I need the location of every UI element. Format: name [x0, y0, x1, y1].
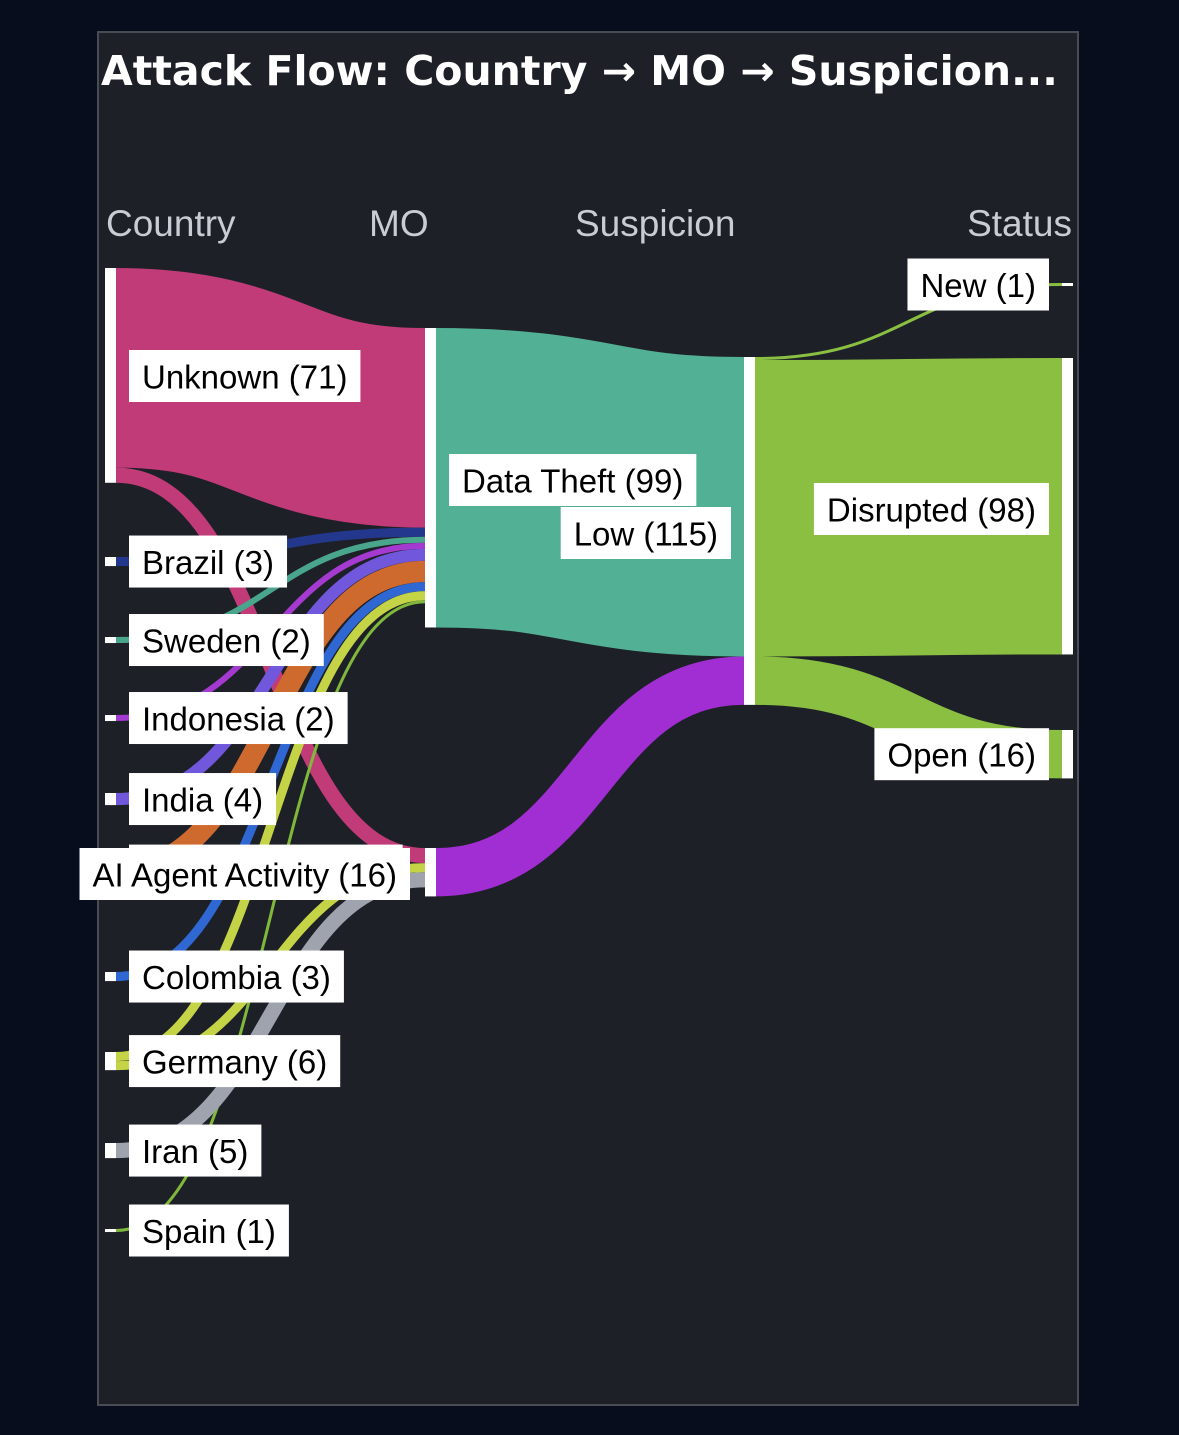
link-aiagent-low — [435, 656, 745, 897]
column-header-country: Country — [106, 203, 236, 244]
label-text: Disrupted (98) — [827, 492, 1036, 529]
node-label-unknown: Unknown (71) — [129, 350, 361, 402]
label-text: AI Agent Activity (16) — [93, 857, 397, 894]
column-headers: Country MO Suspicion Status — [106, 203, 1072, 244]
node-sweden — [105, 637, 116, 644]
node-label-open: Open (16) — [874, 728, 1049, 781]
node-label-germany: Germany (6) — [129, 1035, 341, 1088]
label-box — [129, 950, 344, 1003]
label-box — [129, 1124, 262, 1177]
node-label-spain: Spain (1) — [129, 1204, 289, 1257]
node-new — [1062, 283, 1073, 287]
node-label-new: New (1) — [907, 258, 1049, 311]
node-open — [1062, 730, 1073, 779]
node-iran — [105, 1143, 116, 1159]
node-germany — [105, 1052, 116, 1071]
label-box — [129, 535, 288, 588]
label-box — [129, 614, 324, 667]
label-text: Iran (5) — [142, 1133, 248, 1170]
node-indonesia — [105, 715, 116, 722]
label-text: New (1) — [920, 267, 1036, 304]
label-box — [79, 848, 410, 900]
node-india — [105, 793, 116, 806]
link-spain-datatheft — [115, 600, 426, 1233]
node-label-sweden: Sweden (2) — [129, 614, 324, 667]
label-text: Spain (1) — [142, 1213, 276, 1250]
label-box — [449, 454, 697, 506]
label-text: Germany (6) — [142, 1044, 327, 1081]
link-germany-datatheft — [115, 591, 426, 1062]
label-text: Data Theft (99) — [462, 463, 683, 500]
node-datatheft — [425, 328, 436, 628]
label-text: Indonesia (2) — [142, 701, 335, 738]
node-label-brazil: Brazil (3) — [129, 535, 288, 588]
node-colombia — [105, 972, 116, 982]
label-text: India (4) — [142, 782, 263, 819]
node-label-disrupted: Disrupted (98) — [813, 483, 1049, 535]
node-label-datatheft: Data Theft (99) — [449, 454, 697, 506]
node-low — [744, 357, 755, 705]
label-box — [129, 1204, 289, 1257]
label-box — [813, 483, 1049, 535]
chart-title: Attack Flow: Country → MO → Suspicion... — [101, 47, 1058, 95]
node-disrupted — [1062, 358, 1073, 655]
label-text: Colombia (3) — [142, 959, 331, 996]
node-spain — [105, 1229, 116, 1233]
label-box — [907, 258, 1049, 311]
column-header-status: Status — [967, 203, 1072, 244]
node-label-india: India (4) — [129, 773, 277, 826]
node-labels: Unknown (71) Data Theft (99) Brazil (3) Swe… — [79, 258, 1049, 1257]
node-label-aiagent: AI Agent Activity (16) — [79, 848, 410, 900]
label-text: Low (115) — [574, 516, 718, 553]
label-box — [560, 507, 731, 559]
node-label-low: Low (115) — [560, 507, 731, 559]
node-brazil — [105, 557, 116, 567]
label-text: Unknown (71) — [142, 359, 347, 396]
column-header-suspicion: Suspicion — [575, 203, 735, 244]
label-text: Brazil (3) — [142, 544, 274, 581]
label-text: Sweden (2) — [142, 623, 311, 660]
label-box — [129, 350, 361, 402]
label-box — [874, 728, 1049, 781]
label-box — [129, 1035, 341, 1088]
node-aiagent — [425, 848, 436, 897]
label-text: Open (16) — [887, 737, 1036, 774]
label-box — [129, 692, 348, 745]
node-label-iran: Iran (5) — [129, 1124, 262, 1177]
node-unknown — [105, 268, 116, 483]
node-label-indonesia: Indonesia (2) — [129, 692, 348, 745]
column-header-mo: MO — [369, 203, 429, 244]
label-box — [129, 773, 277, 826]
node-label-colombia: Colombia (3) — [129, 950, 344, 1003]
